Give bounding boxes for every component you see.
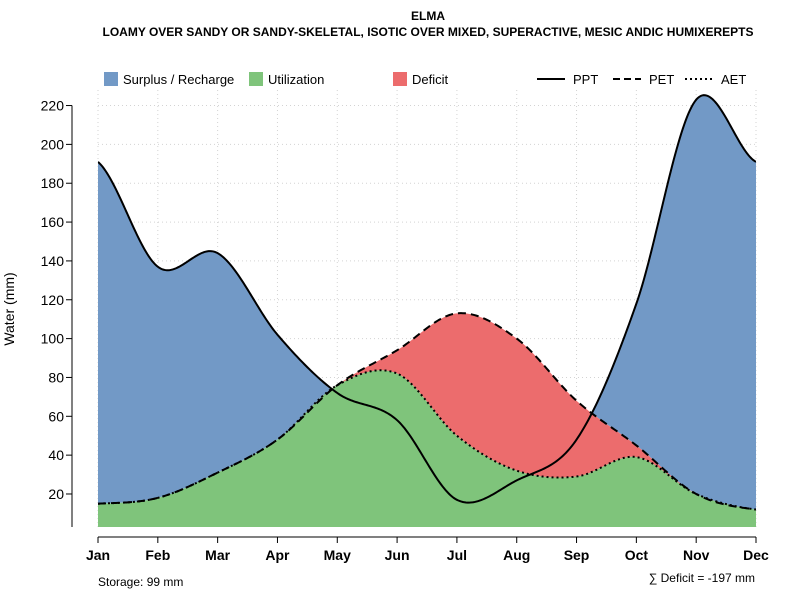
y-tick-label: 80 (48, 369, 64, 385)
line-pet (98, 312, 756, 511)
deficit-note: ∑ Deficit = -197 mm (649, 571, 755, 585)
y-axis-label: Water (mm) (1, 272, 17, 345)
y-tick-label: 160 (41, 214, 65, 230)
x-tick-label: Jun (385, 547, 410, 563)
y-tick-label: 60 (48, 408, 64, 424)
chart-title: ELMA (411, 9, 445, 23)
axes: 20 40 60 80 100 120 140 160 180 200 220 Jan Feb Mar Ap… (41, 98, 769, 563)
x-tick-label: Dec (743, 547, 769, 563)
y-tick-label: 200 (41, 136, 65, 152)
y-tick-label: 140 (41, 253, 65, 269)
legend-label-area: Surplus / Recharge (123, 72, 234, 87)
legend-label-area: Utilization (268, 72, 324, 87)
line-layers (98, 94, 756, 511)
x-tick-label: Jul (447, 547, 467, 563)
x-tick-label: Mar (205, 547, 230, 563)
y-tick-label: 220 (41, 98, 65, 114)
storage-note: Storage: 99 mm (98, 575, 183, 589)
deficit-area (98, 313, 756, 510)
legend-swatch-1 (249, 72, 263, 86)
line-ppt (98, 94, 756, 504)
x-tick-label: Sep (564, 547, 590, 563)
x-tick-label: May (324, 547, 351, 563)
x-tick-label: Apr (265, 547, 290, 563)
y-tick-label: 100 (41, 331, 65, 347)
x-tick-label: Aug (503, 547, 530, 563)
area-layers (98, 95, 756, 527)
legend-label-line: PET (649, 72, 674, 87)
legend-swatch-0 (104, 72, 118, 86)
x-tick-label: Jan (86, 547, 110, 563)
x-tick-label: Oct (625, 547, 649, 563)
legend-label-line: AET (721, 72, 746, 87)
title-group: ELMA LOAMY OVER SANDY OR SANDY-SKELETAL,… (103, 9, 754, 39)
x-tick-label: Feb (145, 547, 170, 563)
y-tick-label: 20 (48, 486, 64, 502)
surplus-area (98, 95, 756, 510)
y-tick-label: 180 (41, 175, 65, 191)
chart-subtitle: LOAMY OVER SANDY OR SANDY-SKELETAL, ISOT… (103, 25, 754, 39)
legend-label-line: PPT (573, 72, 598, 87)
legend-label-area: Deficit (412, 72, 449, 87)
y-tick-label: 40 (48, 447, 64, 463)
legend-swatch-2 (393, 72, 407, 86)
y-tick-label: 120 (41, 292, 65, 308)
utilization-area (98, 370, 756, 527)
legend: Surplus / Recharge Utilization Deficit PPT P… (104, 72, 746, 87)
x-tick-label: Nov (683, 547, 710, 563)
